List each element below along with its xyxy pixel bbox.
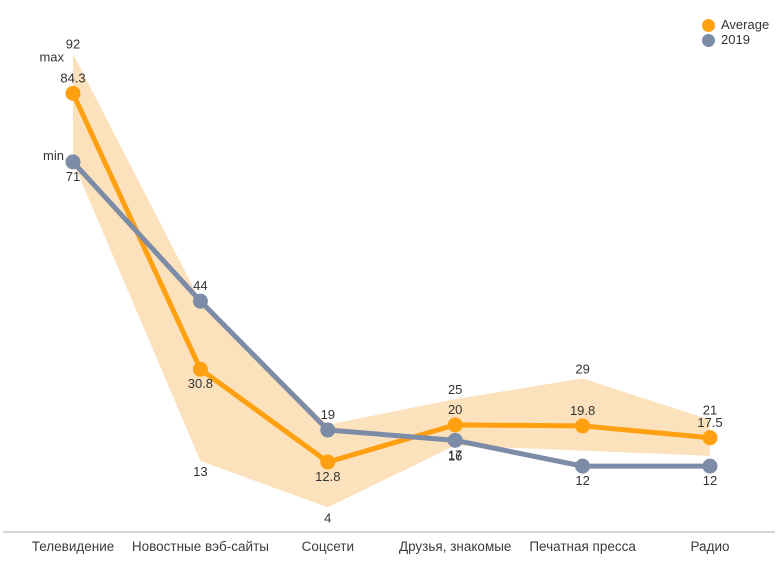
point-label: 19.8 (570, 403, 595, 418)
max-annotation: max (39, 50, 64, 65)
point-label: 44 (193, 278, 207, 293)
x-axis-label: Соцсети (302, 539, 354, 554)
average-point-4[interactable] (575, 418, 591, 434)
point-label: 92 (66, 37, 80, 52)
legend-label-2019: 2019 (721, 32, 750, 47)
average-point-5[interactable] (702, 430, 718, 446)
point-label: 84.3 (60, 70, 85, 85)
point-label: 16 (448, 449, 462, 464)
x-axis-label: Друзья, знакомые (399, 539, 512, 554)
legend-label-average: Average (721, 17, 770, 32)
x-axis-label: Новостные вэб-сайты (132, 539, 269, 554)
point-label: 20 (448, 402, 462, 417)
legend-item-2019[interactable]: 2019 (702, 33, 769, 47)
point-label: 21 (703, 403, 717, 418)
point-label: 12 (703, 473, 717, 488)
point-label: 17.5 (697, 415, 722, 430)
average-point-3[interactable] (447, 417, 463, 433)
2019-point-0[interactable] (65, 154, 81, 170)
average-point-1[interactable] (192, 361, 208, 377)
point-label: 19 (321, 407, 335, 422)
point-label: 25 (448, 382, 462, 397)
point-label: 30.8 (188, 376, 213, 391)
point-label: 13 (193, 464, 207, 479)
point-label: 71 (66, 169, 80, 184)
2019-series-line (70, 159, 713, 469)
x-axis-label: Печатная пресса (529, 539, 636, 554)
2019-point-4[interactable] (575, 458, 591, 474)
point-label: 17 (448, 447, 462, 462)
point-label: 4 (324, 510, 331, 525)
legend-item-average[interactable]: Average (702, 18, 769, 32)
point-label: 12 (575, 473, 589, 488)
2019-point-5[interactable] (702, 458, 718, 474)
point-label: 29 (575, 361, 589, 376)
average-point-0[interactable] (65, 85, 81, 101)
2019-point-3[interactable] (447, 432, 463, 448)
x-axis-label: Телевидение (32, 539, 115, 554)
min-annotation: min (43, 148, 64, 163)
average-series-line (70, 90, 713, 465)
min-max-band (73, 53, 710, 508)
2019-series-swatch (702, 33, 715, 47)
average-series-swatch (702, 18, 715, 32)
2019-point-1[interactable] (192, 293, 208, 309)
point-label: 12.8 (315, 469, 340, 484)
average-point-2[interactable] (320, 454, 336, 470)
2019-point-2[interactable] (320, 422, 336, 438)
x-axis-label: Радио (691, 539, 730, 554)
legend: Average 2019 (702, 18, 769, 47)
